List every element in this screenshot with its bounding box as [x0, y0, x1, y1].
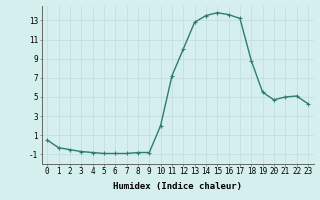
X-axis label: Humidex (Indice chaleur): Humidex (Indice chaleur)	[113, 182, 242, 191]
